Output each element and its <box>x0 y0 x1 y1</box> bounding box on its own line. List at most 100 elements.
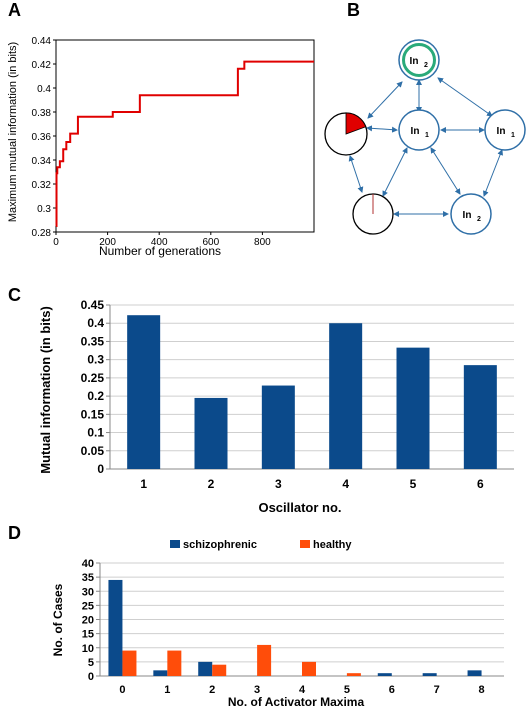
chart-a-xtick-label: 600 <box>202 237 219 248</box>
chart-c-xtick-label: 6 <box>477 477 484 491</box>
node-top-sub: 2 <box>424 62 428 69</box>
chart-a-ytick-label: 0.32 <box>32 180 52 191</box>
chart-a-ytick-label: 0.36 <box>32 132 52 143</box>
chart-c-xtick-label: 3 <box>275 477 282 491</box>
chart-d-xtick-label: 5 <box>344 684 350 696</box>
node-right-sub: 1 <box>511 132 515 139</box>
chart-d-bar-healthy <box>302 661 316 676</box>
node-bottom-right-in2: In 2 <box>450 193 492 235</box>
chart-d-bar-schizophrenic <box>467 670 482 676</box>
node-oscillator-2 <box>352 193 394 235</box>
chart-d-xtick-label: 7 <box>434 684 440 696</box>
chart-a-xtick-label: 400 <box>151 237 168 248</box>
legend-label-schizophrenic: schizophrenic <box>183 539 257 551</box>
node-top-label: In <box>410 56 419 67</box>
chart-c-xtick-label: 2 <box>208 477 215 491</box>
chart-d-bar-schizophrenic <box>108 579 123 676</box>
node-br-label: In <box>463 210 472 221</box>
chart-d-ytick-label: 40 <box>82 558 94 570</box>
chart-a-ytick-label: 0.44 <box>32 36 52 47</box>
edge-top-osc1 <box>367 81 403 119</box>
chart-d-xtick-label: 2 <box>209 684 215 696</box>
chart-c-ytick-label: 0.45 <box>81 298 105 312</box>
edge-osc1-osc2 <box>348 155 364 193</box>
chart-d-ytick-label: 25 <box>82 600 94 612</box>
chart-c-xtick-label: 4 <box>342 477 349 491</box>
chart-d-ytick-label: 20 <box>82 615 94 627</box>
edge-mid-osc2 <box>382 147 408 197</box>
chart-c-ytick-label: 0 <box>97 462 104 476</box>
chart-d-bar-healthy <box>257 644 272 676</box>
node-right-in1: In 1 <box>484 109 526 151</box>
legend-swatch-schizophrenic <box>170 540 180 548</box>
chart-a-xtick-label: 0 <box>53 237 59 248</box>
chart-c-bar <box>463 365 497 469</box>
chart-c-bar <box>396 347 430 469</box>
chart-a-ytick-label: 0.3 <box>37 204 51 215</box>
node-br-sub: 2 <box>477 216 481 223</box>
chart-d-xtick-label: 8 <box>478 684 484 696</box>
chart-c-xlabel: Oscillator no. <box>258 500 341 515</box>
chart-d-bar-healthy <box>212 664 227 676</box>
node-mid-sub: 1 <box>425 132 429 139</box>
chart-a-ytick-label: 0.38 <box>32 108 52 119</box>
chart-c-bar <box>194 397 228 469</box>
node-top-in2: In 2 <box>398 39 440 81</box>
panel-d-label: D <box>8 523 21 543</box>
chart-c-ylabel: Mutual information (in bits) <box>38 306 53 474</box>
chart-d-bar-healthy <box>122 650 137 676</box>
chart-d-xtick-label: 6 <box>389 684 395 696</box>
chart-d-xtick-label: 4 <box>299 684 306 696</box>
chart-a-ytick-label: 0.4 <box>37 84 51 95</box>
chart-d-ytick-label: 35 <box>82 572 94 584</box>
chart-c-ytick-label: 0.3 <box>87 353 104 367</box>
chart-c-bar <box>261 385 295 469</box>
chart-c-bar <box>127 315 161 469</box>
chart-a-ylabel: Maximum mutual information (in bits) <box>7 42 19 222</box>
panel-c-label: C <box>8 285 21 305</box>
legend-swatch-healthy <box>300 540 310 548</box>
chart-c-ytick-label: 0.35 <box>81 334 105 348</box>
node-mid-in1: In 1 <box>398 109 440 151</box>
chart-d-ytick-label: 30 <box>82 586 94 598</box>
chart-d-bar-healthy <box>346 673 361 676</box>
chart-a-ytick-label: 0.34 <box>32 156 52 167</box>
chart-c-ytick-label: 0.4 <box>87 316 104 330</box>
chart-c-xtick-label: 1 <box>140 477 147 491</box>
chart-c-ytick-label: 0.15 <box>81 407 105 421</box>
chart-c-bar <box>329 323 363 469</box>
chart-c-ytick-label: 0.1 <box>87 426 104 440</box>
node-oscillator-1 <box>324 112 368 156</box>
chart-a-xlabel: Number of generations <box>99 244 221 258</box>
chart-d-xlabel: No. of Activator Maxima <box>228 695 365 709</box>
chart-d-ytick-label: 5 <box>88 657 94 669</box>
chart-c-xtick-label: 5 <box>410 477 417 491</box>
edge-osc1-mid <box>366 125 398 133</box>
chart-d-bar-schizophrenic <box>153 670 168 676</box>
edge-mid-br <box>430 147 461 195</box>
chart-c-ytick-label: 0.2 <box>87 389 104 403</box>
edge-top-right <box>437 77 493 117</box>
chart-d-xtick-label: 3 <box>254 684 260 696</box>
chart-d-ylabel: No. of Cases <box>51 583 65 656</box>
chart-a-series-line <box>55 60 314 227</box>
chart-a-ytick-label: 0.28 <box>32 228 52 239</box>
node-mid-label: In <box>411 126 420 137</box>
chart-d-bar-schizophrenic <box>198 661 213 676</box>
edge-right-br <box>483 149 503 197</box>
chart-d-bar-schizophrenic <box>422 673 437 676</box>
chart-c-ytick-label: 0.05 <box>81 444 105 458</box>
chart-a-ytick-label: 0.42 <box>32 60 52 71</box>
chart-d-xtick-label: 0 <box>119 684 125 696</box>
chart-d-bar-healthy <box>167 650 182 676</box>
chart-d-ytick-label: 15 <box>82 629 94 641</box>
chart-d-ytick-label: 10 <box>82 643 94 655</box>
legend-label-healthy: healthy <box>313 539 352 551</box>
chart-d-ytick-label: 0 <box>88 671 94 683</box>
panel-a-label: A <box>8 0 21 20</box>
chart-c-ytick-label: 0.25 <box>81 371 105 385</box>
